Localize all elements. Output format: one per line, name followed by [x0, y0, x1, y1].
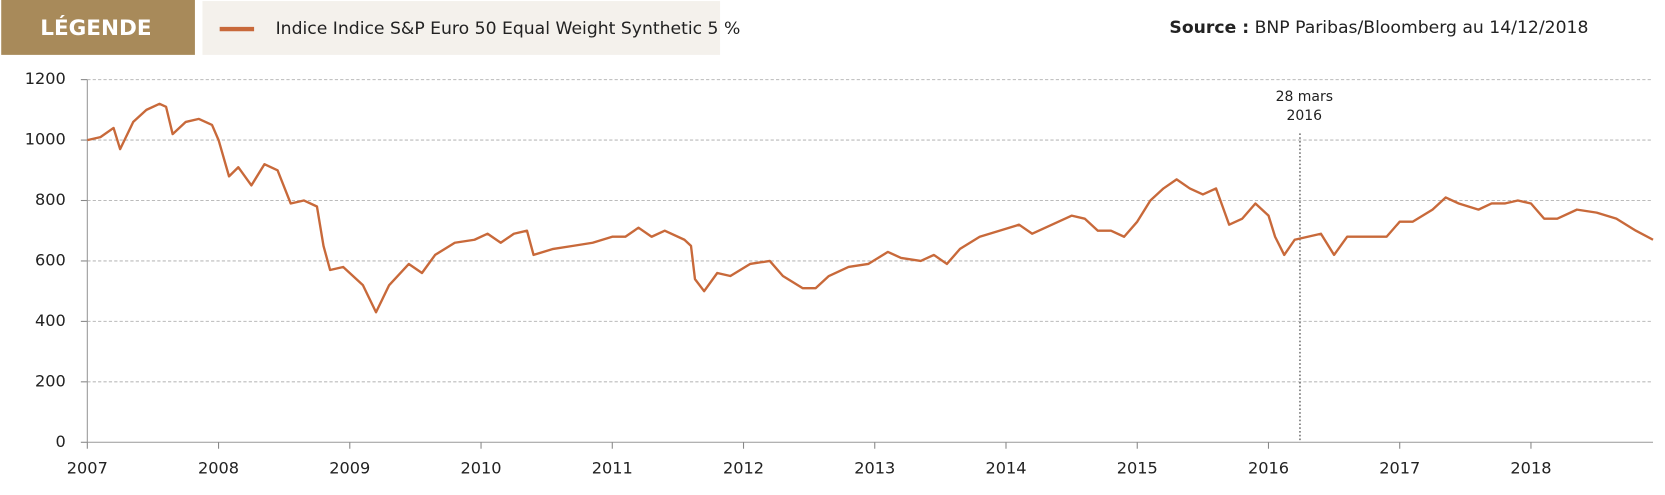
y-tick-label: 0 — [56, 432, 66, 451]
y-tick-label: 600 — [35, 250, 66, 269]
y-tick-label: 1200 — [25, 69, 66, 88]
y-tick-label: 800 — [35, 190, 66, 209]
x-tick-label: 2007 — [67, 459, 108, 478]
series-line — [87, 102, 1654, 314]
x-tick-label: 2009 — [329, 459, 370, 478]
legend-header: LÉGENDE — [40, 15, 151, 41]
x-tick-label: 2015 — [1117, 459, 1158, 478]
x-tick-label: 2012 — [723, 459, 764, 478]
x-tick-label: 2011 — [592, 459, 633, 478]
annotation-text: 2016 — [1287, 108, 1323, 124]
x-tick-label: 2018 — [1510, 459, 1551, 478]
source: Source : BNP Paribas/Bloomberg au 14/12/… — [1169, 18, 1588, 38]
x-tick-label: 2017 — [1379, 459, 1420, 478]
annotation-text: 28 mars — [1276, 89, 1333, 105]
legend-label: Indice Indice S&P Euro 50 Equal Weight S… — [276, 19, 741, 39]
source-label: Source : — [1169, 18, 1249, 38]
y-tick-label: 400 — [35, 311, 66, 330]
x-tick-label: 2014 — [985, 459, 1026, 478]
x-tick-label: 2013 — [854, 459, 895, 478]
x-tick-label: 2008 — [198, 459, 239, 478]
x-tick-label: 2010 — [461, 459, 502, 478]
legend-box — [202, 1, 721, 55]
y-tick-label: 1000 — [25, 130, 66, 149]
y-tick-label: 200 — [35, 371, 66, 390]
source-text: BNP Paribas/Bloomberg au 14/12/2018 — [1255, 18, 1589, 38]
x-tick-label: 2016 — [1248, 459, 1289, 478]
legend-header-box — [1, 0, 195, 55]
